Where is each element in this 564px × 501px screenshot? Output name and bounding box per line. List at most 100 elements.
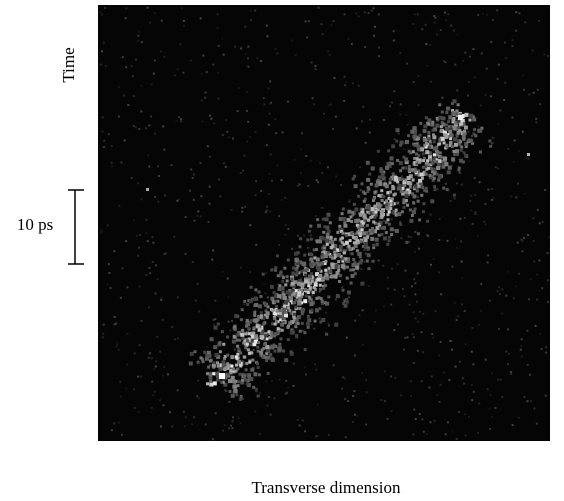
speckle	[119, 380, 122, 383]
speckle	[263, 339, 266, 342]
speckle	[516, 241, 519, 244]
speckle	[126, 332, 129, 335]
speckle	[265, 272, 268, 275]
speckle	[378, 181, 383, 186]
speckle	[101, 130, 104, 133]
speckle	[491, 372, 494, 375]
speckle	[314, 68, 317, 70]
speckle	[380, 198, 384, 202]
speckle	[345, 249, 348, 252]
speckle	[328, 240, 332, 244]
speckle	[293, 251, 298, 256]
speckle	[298, 245, 302, 249]
speckle	[223, 373, 228, 378]
speckle	[253, 311, 257, 315]
speckle	[365, 224, 369, 227]
speckle	[546, 279, 549, 282]
speckle	[206, 345, 209, 348]
speckle	[380, 399, 383, 401]
speckle	[301, 285, 305, 289]
speckle	[413, 184, 418, 189]
speckle	[515, 195, 518, 198]
speckle	[429, 166, 433, 170]
speckle	[392, 193, 396, 197]
speckle	[266, 371, 270, 375]
speckle	[274, 344, 278, 348]
speckle	[539, 332, 542, 335]
speckle	[527, 157, 530, 160]
speckle	[310, 61, 313, 64]
speckle	[432, 171, 437, 176]
speckle	[219, 373, 225, 379]
speckle	[138, 285, 141, 288]
speckle	[447, 165, 452, 170]
speckle	[324, 259, 328, 263]
speckle	[418, 133, 422, 137]
speckle	[304, 20, 307, 23]
speckle	[225, 119, 228, 122]
speckle	[149, 272, 152, 275]
speckle	[435, 116, 439, 120]
speckle	[485, 67, 488, 70]
speckle	[356, 218, 361, 223]
speckle	[531, 49, 534, 52]
speckle	[150, 406, 153, 409]
speckle	[416, 272, 419, 275]
speckle	[359, 223, 364, 228]
speckle	[247, 45, 250, 48]
speckle	[321, 207, 324, 209]
speckle	[233, 385, 237, 389]
speckle	[412, 126, 417, 131]
speckle	[231, 339, 236, 344]
speckle	[444, 61, 447, 64]
speckle	[529, 400, 532, 403]
speckle	[417, 158, 422, 163]
speckle	[313, 282, 318, 287]
speckle	[273, 294, 278, 299]
speckle	[418, 247, 421, 250]
speckle	[472, 390, 475, 393]
speckle	[319, 297, 323, 301]
speckle	[370, 166, 375, 171]
speckle	[184, 216, 187, 218]
speckle	[472, 117, 477, 122]
speckle	[463, 382, 466, 385]
speckle	[270, 331, 274, 335]
speckle	[432, 158, 437, 163]
speckle	[393, 288, 396, 291]
speckle	[501, 312, 504, 315]
speckle	[305, 154, 308, 157]
speckle	[387, 210, 391, 214]
speckle	[295, 270, 299, 274]
speckle	[425, 138, 428, 142]
speckle	[335, 248, 339, 252]
speckle	[406, 176, 411, 180]
speckle	[221, 363, 226, 368]
speckle	[423, 143, 427, 147]
speckle	[406, 62, 408, 65]
speckle	[130, 65, 133, 68]
speckle	[259, 354, 263, 358]
speckle	[303, 331, 307, 335]
speckle	[286, 258, 290, 262]
speckle	[328, 235, 333, 240]
speckle	[344, 232, 348, 236]
speckle	[321, 172, 324, 174]
speckle	[438, 400, 441, 403]
speckle	[304, 430, 307, 433]
speckle	[416, 182, 421, 187]
speckle	[206, 382, 210, 386]
speckle	[296, 234, 299, 237]
speckle	[223, 366, 228, 370]
speckle	[370, 9, 373, 12]
speckle	[243, 338, 248, 343]
speckle	[379, 167, 383, 171]
speckle	[396, 201, 400, 205]
speckle	[456, 131, 460, 134]
speckle	[423, 188, 427, 192]
speckle	[435, 160, 439, 164]
speckle	[257, 304, 262, 309]
speckle	[349, 281, 353, 285]
speckle	[184, 416, 187, 419]
streak-image	[98, 5, 550, 441]
